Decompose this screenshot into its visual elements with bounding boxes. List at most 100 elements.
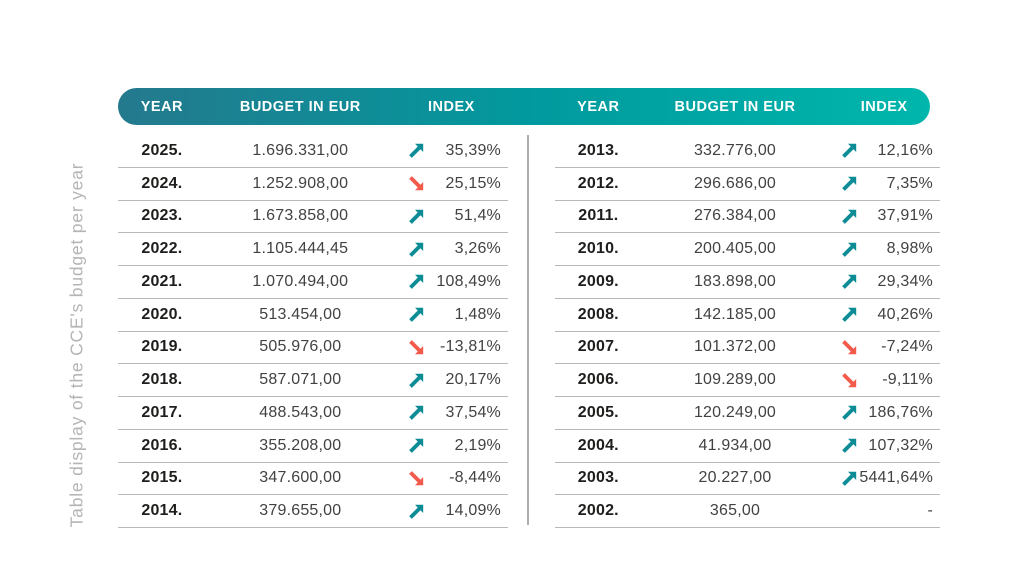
table-row: 2013. 332.776,00 12,16%	[555, 135, 940, 168]
budget-cell: 101.372,00	[693, 338, 777, 356]
table-row: 2023. 1.673.858,00 51,4%	[118, 201, 508, 234]
budget-cell: 276.384,00	[693, 207, 777, 225]
budget-cell: 20.227,00	[698, 469, 772, 487]
index-value: 186,76%	[868, 403, 933, 421]
budget-cell: 488.543,00	[259, 403, 342, 421]
year-cell: 2014.	[141, 502, 183, 520]
index-value: 29,34%	[877, 272, 933, 290]
budget-cell: 1.696.331,00	[252, 141, 349, 159]
year-cell: 2020.	[141, 305, 183, 323]
index-cell: 107,32%	[828, 436, 940, 455]
index-cell: 1,48%	[395, 305, 508, 324]
budget-cell: 120.249,00	[693, 403, 777, 421]
side-caption: Table display of the CCE's budget per ye…	[66, 162, 87, 528]
trend-up-icon	[842, 144, 857, 159]
index-value: 37,54%	[445, 403, 501, 421]
trend-down-icon	[842, 372, 857, 387]
budget-cell: 379.655,00	[259, 502, 342, 520]
index-cell: -9,11%	[828, 371, 940, 390]
index-cell: 3,26%	[395, 240, 508, 259]
index-value: 1,48%	[454, 305, 501, 323]
budget-cell: 200.405,00	[693, 240, 777, 258]
year-cell: 2022.	[141, 240, 183, 258]
trend-down-icon	[409, 340, 424, 355]
index-cell: 5441,64%	[828, 469, 940, 488]
column-header-index: INDEX	[860, 98, 908, 115]
year-cell: 2015.	[141, 469, 183, 487]
index-value: 12,16%	[877, 141, 933, 159]
year-cell: 2007.	[577, 338, 619, 356]
index-value: -13,81%	[439, 338, 501, 356]
index-cell: -7,24%	[828, 338, 940, 357]
trend-up-icon	[409, 504, 424, 519]
index-cell: 12,16%	[828, 141, 940, 160]
table-row: 2019. 505.976,00 -13,81%	[118, 332, 508, 365]
trend-up-icon	[409, 275, 424, 290]
index-cell: -13,81%	[395, 338, 508, 357]
index-cell: 35,39%	[395, 141, 508, 160]
table-row: 2014. 379.655,00 14,09%	[118, 495, 508, 528]
trend-up-icon	[409, 373, 424, 388]
index-value: 108,49%	[436, 272, 501, 290]
year-cell: 2018.	[141, 371, 183, 389]
year-cell: 2017.	[141, 403, 183, 421]
trend-up-icon	[409, 307, 424, 322]
budget-cell: 505.976,00	[259, 338, 342, 356]
index-cell: 14,09%	[395, 502, 508, 521]
budget-cell: 1.070.494,00	[252, 272, 349, 290]
year-cell: 2019.	[141, 338, 183, 356]
budget-cell: 109.289,00	[693, 371, 777, 389]
table-row: 2017. 488.543,00 37,54%	[118, 397, 508, 430]
trend-up-icon	[409, 438, 424, 453]
table-row: 2012. 296.686,00 7,35%	[555, 168, 940, 201]
year-cell: 2006.	[577, 371, 619, 389]
index-value: 14,09%	[445, 502, 501, 520]
trend-up-icon	[842, 176, 857, 191]
table-body: 2025. 1.696.331,00 35,39% 2024. 1.252.90…	[118, 135, 942, 528]
index-value: 3,26%	[454, 240, 501, 258]
column-header-year: YEAR	[577, 98, 620, 115]
index-value: 8,98%	[886, 240, 933, 258]
trend-up-icon	[409, 209, 424, 224]
index-value: 5441,64%	[859, 469, 934, 487]
year-cell: 2011.	[578, 207, 619, 225]
trend-up-icon	[842, 471, 857, 486]
budget-cell: 355.208,00	[259, 436, 342, 454]
year-cell: 2023.	[141, 207, 183, 225]
left-table: 2025. 1.696.331,00 35,39% 2024. 1.252.90…	[118, 135, 508, 528]
trend-up-icon	[842, 275, 857, 290]
table-row: 2008. 142.185,00 40,26%	[555, 299, 940, 332]
table-row: 2016. 355.208,00 2,19%	[118, 430, 508, 463]
index-value: -	[927, 502, 933, 520]
table-row: 2007. 101.372,00 -7,24%	[555, 332, 940, 365]
budget-cell: 332.776,00	[693, 141, 777, 159]
index-cell: 29,34%	[828, 272, 940, 291]
right-table: 2013. 332.776,00 12,16% 2012. 296.686,00…	[555, 135, 940, 528]
budget-cell: 1.105.444,45	[252, 240, 349, 258]
budget-cell: 347.600,00	[259, 469, 342, 487]
budget-cell: 183.898,00	[693, 272, 777, 290]
table-row: 2025. 1.696.331,00 35,39%	[118, 135, 508, 168]
year-cell: 2024.	[141, 174, 183, 192]
trend-up-icon	[409, 144, 424, 159]
index-cell: 51,4%	[395, 207, 508, 226]
index-cell: 37,54%	[395, 403, 508, 422]
year-cell: 2025.	[141, 141, 183, 159]
index-cell: 20,17%	[395, 371, 508, 390]
trend-up-icon	[409, 242, 424, 257]
index-value: 37,91%	[877, 207, 933, 225]
year-cell: 2013.	[577, 141, 619, 159]
column-header-budget: BUDGET IN EUR	[239, 98, 361, 115]
table-row: 2003. 20.227,00 5441,64%	[555, 463, 940, 496]
index-cell: 7,35%	[828, 174, 940, 193]
index-value: -9,11%	[882, 371, 933, 389]
table-row: 2018. 587.071,00 20,17%	[118, 364, 508, 397]
trend-down-icon	[409, 176, 424, 191]
table-row: 2004. 41.934,00 107,32%	[555, 430, 940, 463]
index-cell: 25,15%	[395, 174, 508, 193]
table-row: 2022. 1.105.444,45 3,26%	[118, 233, 508, 266]
year-cell: 2009.	[577, 272, 619, 290]
index-cell: 108,49%	[395, 272, 508, 291]
table-row: 2021. 1.070.494,00 108,49%	[118, 266, 508, 299]
